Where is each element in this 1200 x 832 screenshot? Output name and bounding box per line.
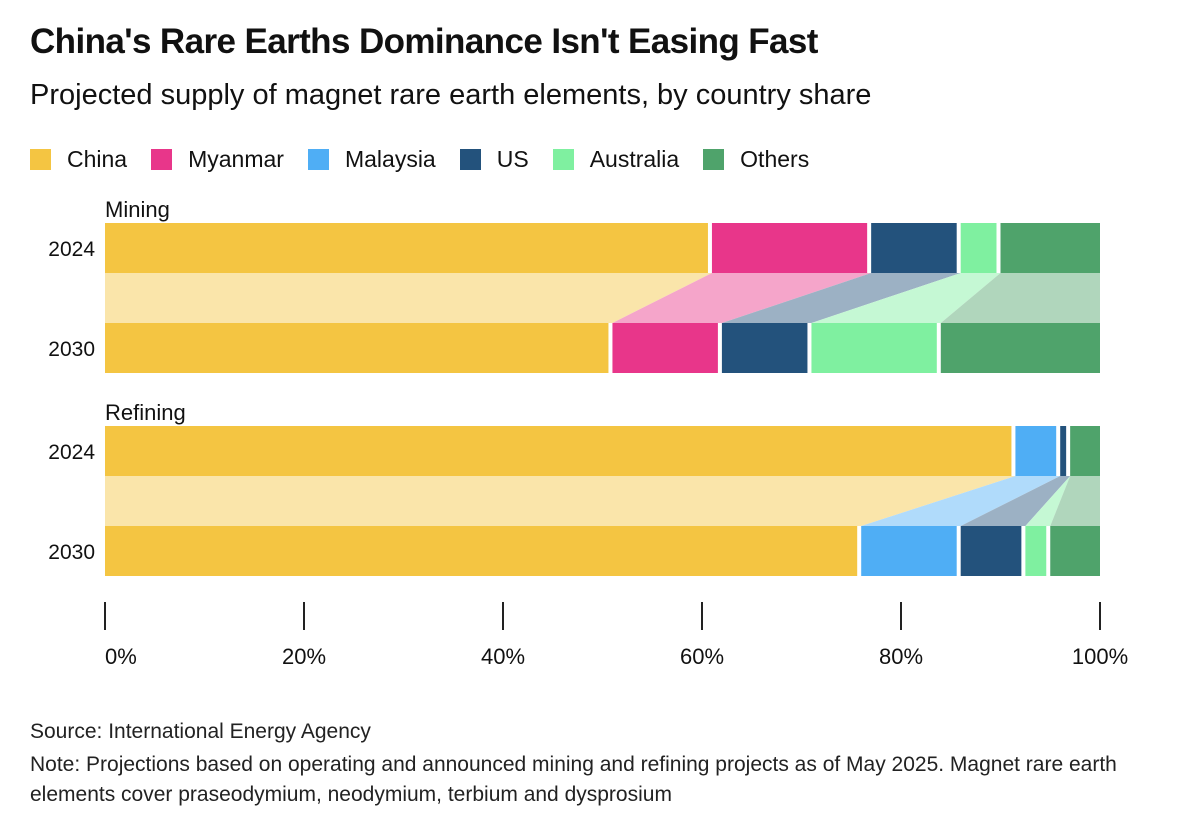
- legend-swatch-us: [459, 149, 481, 170]
- legend-label-myanmar: Myanmar: [188, 146, 284, 172]
- mining-2030-bar-us: [721, 323, 808, 373]
- mining-2024-bar-australia: [960, 223, 997, 273]
- x-tick-label-0: 0%: [105, 644, 137, 669]
- refining-2024-year-label: 2024: [48, 441, 95, 464]
- mining-2030-bar-australia: [811, 323, 937, 373]
- legend-item-china: China: [30, 146, 127, 173]
- refining-2030-bar-malaysia: [861, 526, 957, 576]
- mining-flow-others: [940, 273, 1100, 323]
- mining-2024-bar-china: [105, 223, 708, 273]
- legend-item-malaysia: Malaysia: [307, 146, 436, 173]
- x-tick-label-5: 100%: [1072, 644, 1128, 669]
- legend-swatch-malaysia: [307, 149, 329, 170]
- x-tick-label-3: 60%: [680, 644, 724, 669]
- refining-2024-bar-china: [105, 426, 1012, 476]
- refining-2024-bar-others: [1070, 426, 1100, 476]
- legend-swatch-australia: [552, 149, 574, 170]
- refining-flow-us: [960, 476, 1071, 526]
- refining-flow-australia: [1025, 476, 1071, 526]
- x-tick-label-1: 20%: [282, 644, 326, 669]
- mining-2024-bar-others: [1000, 223, 1100, 273]
- legend-swatch-china: [30, 149, 51, 170]
- mining-2030-bar-myanmar: [612, 323, 718, 373]
- refining-2024-bar-malaysia: [1015, 426, 1057, 476]
- mining-2024-bar-myanmar: [711, 223, 868, 273]
- chart-subtitle: Projected supply of magnet rare earth el…: [30, 79, 872, 111]
- refining-2030-bar-china: [105, 526, 858, 576]
- mining-2030-bar-china: [105, 323, 609, 373]
- mining-flow-australia: [811, 273, 1001, 323]
- stacked-bar-chart: 2024 2030 Mining 2024 2030 Refining 0% 20% 40% 60…: [48, 197, 1128, 669]
- refining-flow-malaysia: [861, 476, 1061, 526]
- x-tick-label-4: 80%: [879, 644, 923, 669]
- mining-2030-bar-others: [940, 323, 1100, 373]
- legend-label-malaysia: Malaysia: [344, 146, 436, 172]
- mining-group-label: Mining: [105, 197, 170, 222]
- refining-2024-bar-us: [1060, 426, 1067, 476]
- x-tick-label-2: 40%: [481, 644, 525, 669]
- refining-2030-bar-australia: [1025, 526, 1047, 576]
- refining-flow-others: [1050, 476, 1100, 526]
- legend-item-myanmar: Myanmar: [151, 146, 284, 173]
- refining-flow-china: [105, 476, 1016, 526]
- mining-flow-china: [105, 273, 712, 323]
- legend-item-australia: Australia: [552, 146, 680, 173]
- source-note: Source: International Energy Agency: [30, 720, 371, 743]
- refining-group-label: Refining: [105, 400, 186, 425]
- legend-label-others: Others: [740, 146, 810, 172]
- legend: China Myanmar Malaysia US Australia Othe…: [30, 146, 833, 173]
- refining-2030-bar-us: [960, 526, 1022, 576]
- mining-2024-bar-us: [871, 223, 957, 273]
- mining-flow-us: [721, 273, 961, 323]
- legend-item-us: US: [459, 146, 529, 173]
- legend-label-china: China: [67, 146, 128, 172]
- chart-title: China's Rare Earths Dominance Isn't Easi…: [30, 22, 818, 61]
- legend-swatch-others: [703, 149, 725, 170]
- projection-note: Note: Projections based on operating and…: [30, 753, 1117, 806]
- legend-swatch-myanmar: [151, 149, 173, 170]
- refining-2030-year-label: 2030: [48, 541, 95, 564]
- legend-label-australia: Australia: [589, 146, 680, 172]
- mining-flow-myanmar: [612, 273, 872, 323]
- mining-2024-year-label: 2024: [48, 238, 95, 261]
- mining-2030-year-label: 2030: [48, 338, 95, 361]
- refining-2030-bar-others: [1050, 526, 1100, 576]
- legend-item-others: Others: [703, 146, 809, 173]
- legend-label-us: US: [496, 146, 529, 172]
